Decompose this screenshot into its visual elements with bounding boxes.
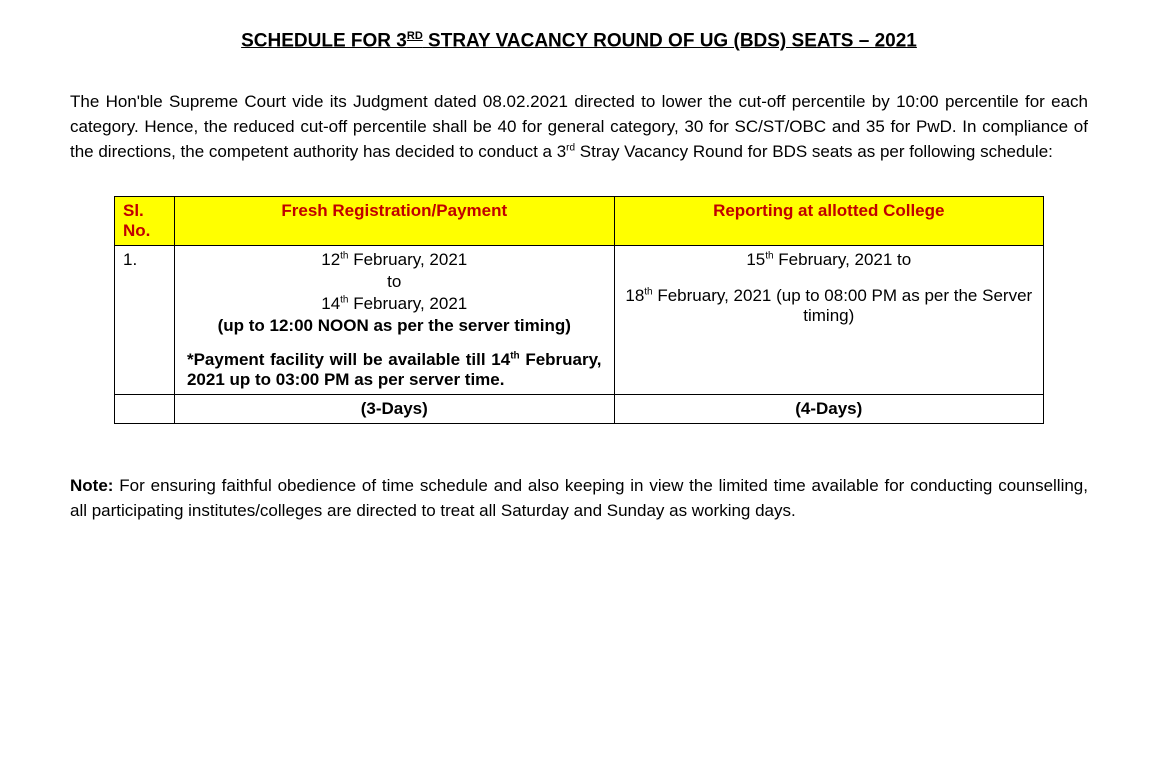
schedule-table: Sl. No. Fresh Registration/Payment Repor…	[114, 196, 1044, 424]
header-reporting: Reporting at allotted College	[614, 197, 1043, 246]
intro-sup: rd	[566, 142, 575, 153]
header-registration: Fresh Registration/Payment	[174, 197, 614, 246]
intro-text-2: Stray Vacancy Round for BDS seats as per…	[575, 142, 1053, 161]
cell-duration-reg: (3-Days)	[174, 395, 614, 424]
cell-slno: 1.	[115, 246, 175, 395]
table-row: 1. 12th February, 2021 to 14th February,…	[115, 246, 1044, 395]
note-text: For ensuring faithful obedience of time …	[70, 476, 1088, 520]
header-slno: Sl. No.	[115, 197, 175, 246]
title-post: STRAY VACANCY ROUND OF UG (BDS) SEATS – …	[423, 30, 917, 51]
note-label: Note:	[70, 476, 113, 495]
title-sup: RD	[407, 30, 423, 42]
cell-reporting: 15th February, 2021 to 18th February, 20…	[614, 246, 1043, 395]
intro-paragraph: The Hon'ble Supreme Court vide its Judgm…	[70, 90, 1088, 164]
page-title: SCHEDULE FOR 3RD STRAY VACANCY ROUND OF …	[70, 30, 1088, 52]
title-pre: SCHEDULE FOR 3	[241, 30, 407, 51]
cell-registration: 12th February, 2021 to 14th February, 20…	[174, 246, 614, 395]
cell-slno-empty	[115, 395, 175, 424]
table-header-row: Sl. No. Fresh Registration/Payment Repor…	[115, 197, 1044, 246]
cell-duration-rep: (4-Days)	[614, 395, 1043, 424]
table-duration-row: (3-Days) (4-Days)	[115, 395, 1044, 424]
note-paragraph: Note: For ensuring faithful obedience of…	[70, 474, 1088, 523]
